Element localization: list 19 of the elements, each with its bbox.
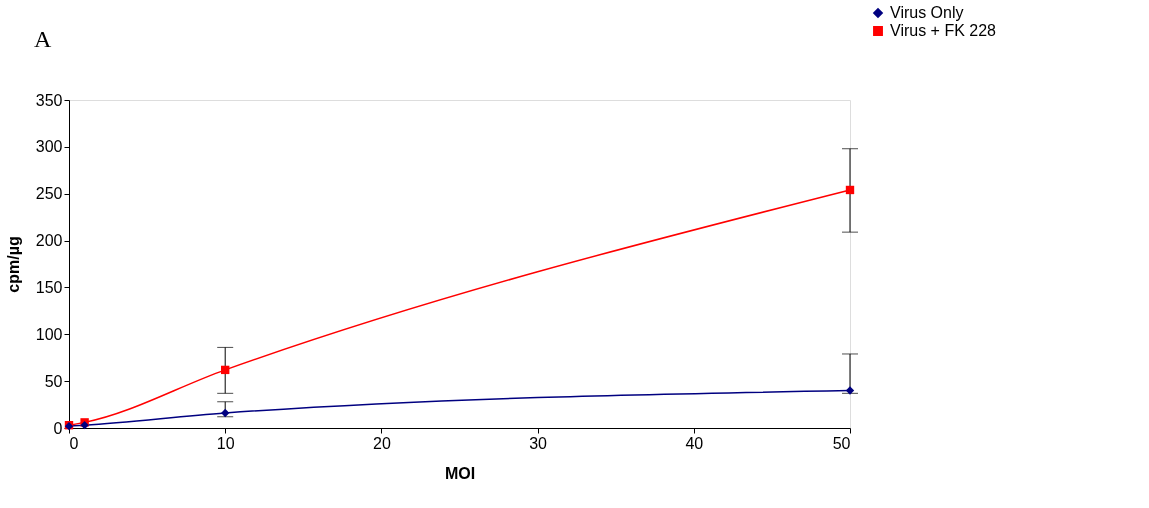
x-tick-label: 0 (69, 434, 79, 452)
legend-label: Virus Only (890, 4, 964, 21)
x-axis-title: MOI (444, 464, 476, 482)
x-tick-label: 20 (373, 434, 391, 452)
y-tick-label: 50 (44, 372, 63, 390)
y-tick-label: 350 (35, 91, 63, 109)
x-tick-label: 30 (529, 434, 548, 452)
text: A (34, 26, 52, 52)
y-tick-label: 100 (35, 325, 63, 343)
y-tick-label: 250 (35, 185, 63, 203)
y-axis-title: cpm/µg (4, 236, 22, 293)
x-tick-label: 40 (685, 434, 704, 452)
y-tick-label: 0 (53, 419, 63, 437)
y-tick-label: 200 (35, 232, 63, 250)
x-tick-label: 10 (216, 434, 235, 452)
y-tick-label: 150 (35, 278, 63, 296)
x-tick-label: 50 (832, 434, 851, 452)
legend-label: Virus + FK 228 (890, 22, 997, 39)
y-tick-label: 300 (35, 138, 63, 156)
